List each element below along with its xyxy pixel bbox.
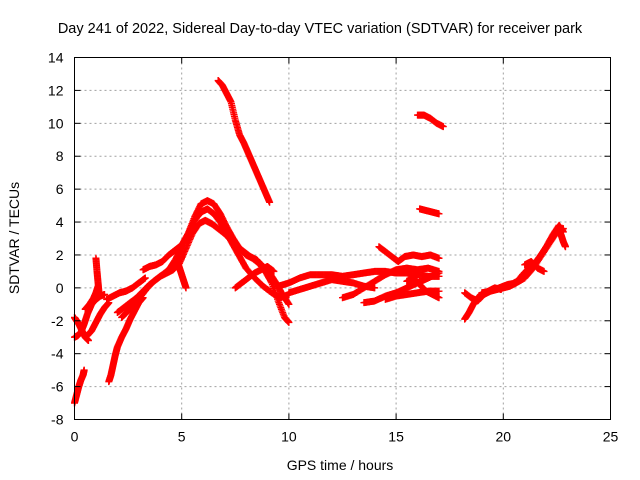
series-arc-28 (521, 258, 548, 275)
series-arc-05 (92, 254, 103, 298)
x-tick-label: 10 (281, 429, 297, 445)
data-point (435, 294, 443, 302)
y-tick-label: -6 (51, 379, 64, 395)
axis-ticks: 0 5 10 15 20 25 -8 -6 -4 -2 0 2 4 6 8 10 12 14 (48, 50, 619, 445)
series-arc-11 (139, 197, 293, 326)
series-arc-22 (414, 111, 447, 131)
x-tick-label: 15 (388, 429, 404, 445)
data-point (141, 274, 149, 282)
x-tick-label: 5 (178, 429, 186, 445)
series-arc-23 (416, 205, 443, 218)
data-point (80, 366, 88, 374)
data-point (182, 284, 190, 292)
y-tick-label: -4 (51, 346, 64, 362)
y-tick-label: -8 (51, 412, 64, 428)
y-tick-label: -2 (51, 313, 64, 329)
y-tick-label: 10 (48, 115, 64, 131)
chart-title: Day 241 of 2022, Sidereal Day-to-day VTE… (58, 21, 583, 37)
data-point (561, 243, 569, 251)
y-tick-label: 12 (48, 82, 64, 98)
y-tick-label: 0 (56, 280, 64, 296)
data-point (439, 123, 447, 131)
y-axis-label: SDTVAR / TECUs (6, 182, 22, 294)
y-tick-label: 4 (56, 214, 64, 230)
data-point (266, 198, 274, 206)
y-tick-label: 8 (56, 148, 64, 164)
series-arc-29 (555, 226, 569, 251)
series-arc-06 (83, 299, 113, 340)
data-marks (71, 77, 569, 407)
series-arc-21 (403, 274, 443, 302)
data-point (285, 300, 293, 308)
data-point (371, 284, 379, 292)
data-point (435, 254, 443, 262)
data-point (435, 269, 443, 277)
series-arc-16 (285, 276, 379, 297)
data-point (95, 290, 103, 298)
series-arc-20 (375, 243, 443, 266)
y-tick-label: 6 (56, 181, 64, 197)
data-point (270, 267, 278, 275)
series-arc-14 (231, 262, 278, 292)
data-point (540, 267, 548, 275)
x-tick-label: 20 (496, 429, 512, 445)
series-arc-08 (103, 274, 149, 303)
x-tick-label: 0 (71, 429, 79, 445)
x-tick-label: 25 (603, 429, 619, 445)
series-arc-17 (339, 264, 443, 302)
y-tick-label: 2 (56, 247, 64, 263)
y-tick-label: 14 (48, 50, 64, 66)
data-point (285, 318, 293, 326)
data-point (435, 210, 443, 218)
x-axis-label: GPS time / hours (287, 457, 394, 473)
series-arc-13 (214, 77, 274, 206)
data-point (435, 287, 443, 295)
plot-frame (74, 57, 611, 420)
series-arc-12 (173, 258, 190, 292)
grid (74, 57, 611, 420)
